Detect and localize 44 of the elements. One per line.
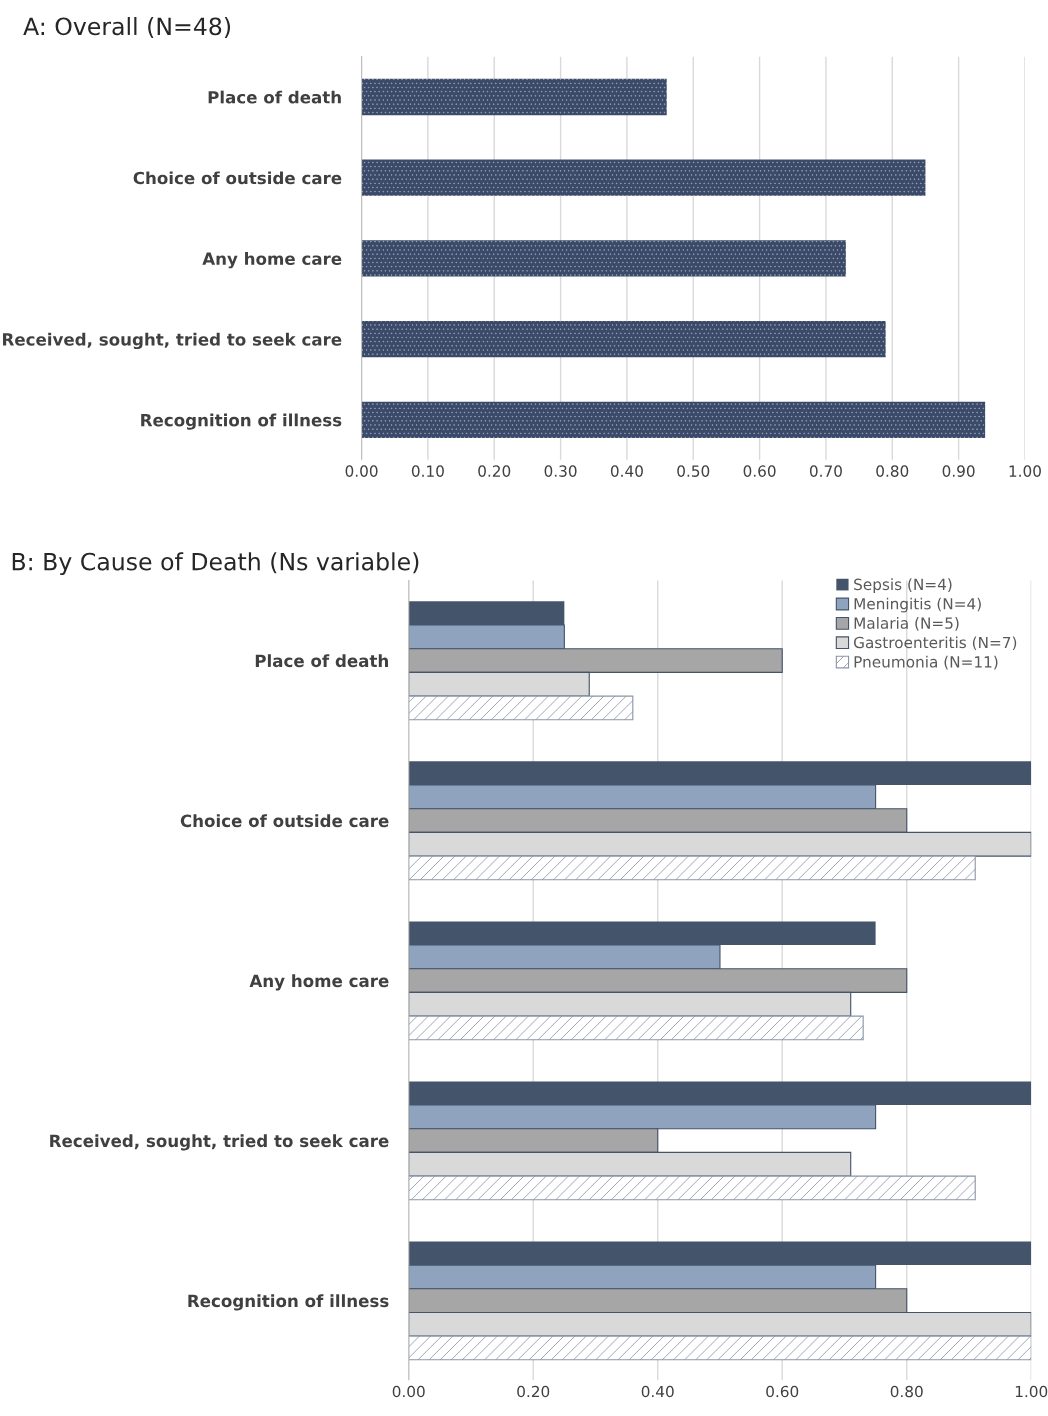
x-tick-label: 0.00 <box>392 1385 425 1398</box>
bar <box>361 320 886 358</box>
bar <box>408 1335 1032 1361</box>
y-tick-label: Choice of outside care <box>133 171 342 185</box>
bar <box>361 401 986 438</box>
bar <box>408 1175 976 1201</box>
x-tick-label: 0.40 <box>641 1385 674 1398</box>
bar <box>408 855 976 881</box>
y-tick-label: Any home care <box>202 252 342 269</box>
x-tick-label: 0.90 <box>942 465 975 477</box>
bar <box>408 1015 864 1041</box>
bar <box>408 695 634 721</box>
bar <box>361 159 926 196</box>
y-tick-label: Place of death <box>208 90 341 104</box>
x-tick-label: 0.80 <box>876 465 909 477</box>
legend-label: Malaria (N=5) <box>854 617 959 631</box>
x-tick-label: 0.20 <box>478 465 511 477</box>
legend-label: Pneumonia (N=11) <box>854 655 998 670</box>
y-tick-label: Recognition of illness <box>141 413 342 430</box>
y-tick-label: Received, sought, tried to seek care <box>3 332 342 350</box>
y-tick-label: Any home care <box>249 974 389 991</box>
x-tick-label: 0.80 <box>890 1385 923 1398</box>
y-tick-label: Recognition of illness <box>188 1294 389 1311</box>
x-tick-label: 0.60 <box>766 1385 799 1398</box>
x-tick-label: 0.70 <box>809 465 842 477</box>
x-tick-label: 0.40 <box>610 465 643 477</box>
y-tick-label: Received, sought, tried to seek care <box>50 1134 389 1151</box>
x-tick-label: 0.20 <box>517 1385 550 1398</box>
legend-label: Sepsis (N=4) <box>854 578 952 594</box>
x-tick-label: 1.00 <box>1009 465 1041 477</box>
legend-label: Meningitis (N=4) <box>854 597 981 613</box>
bar <box>361 78 667 116</box>
y-tick-label: Choice of outside care <box>180 814 389 828</box>
x-tick-label: 0.30 <box>544 465 577 477</box>
x-tick-label: 0.10 <box>411 465 444 477</box>
x-tick-label: 0.50 <box>677 465 710 477</box>
bar <box>361 240 846 277</box>
x-tick-label: 0.00 <box>345 465 378 477</box>
text: B: By Cause of Death (Ns variable) <box>12 552 419 576</box>
x-tick-label: 1.00 <box>1015 1385 1048 1398</box>
legend-label: Gastroenteritis (N=7) <box>853 636 1017 651</box>
y-tick-label: Place of death <box>255 654 388 668</box>
text: A: Overall (N=48) <box>23 16 231 39</box>
x-tick-label: 0.60 <box>743 465 776 477</box>
